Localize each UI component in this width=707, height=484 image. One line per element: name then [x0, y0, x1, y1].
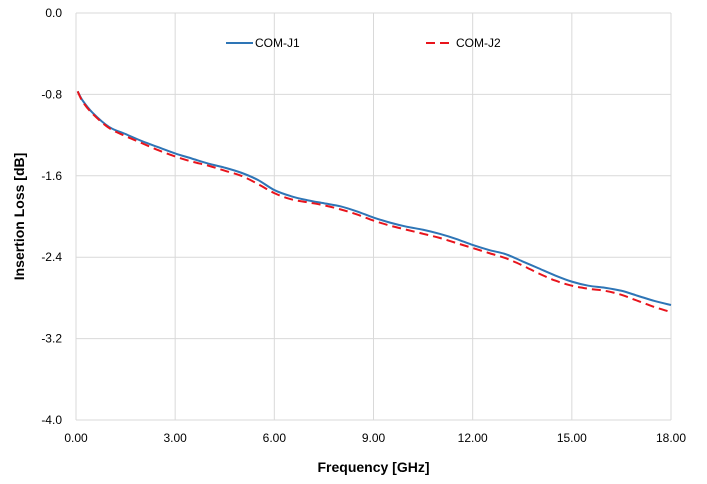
x-tick-label: 12.00: [458, 431, 488, 445]
y-tick-label: -3.2: [41, 332, 62, 346]
x-tick-label: 9.00: [362, 431, 386, 445]
x-tick-label: 18.00: [656, 431, 686, 445]
y-axis-ticks: 0.0 -0.8 -1.6 -2.4 -3.2 -4.0: [41, 6, 62, 427]
series-line-com-j1: [76, 90, 672, 306]
series-group: [76, 90, 672, 314]
legend-label-com-j1: COM-J1: [255, 36, 300, 50]
y-tick-label: -0.8: [41, 87, 62, 101]
y-tick-label: 0.0: [45, 6, 62, 20]
y-tick-label: -1.6: [41, 169, 62, 183]
grid: [75, 12, 672, 421]
x-axis-ticks: 0.00 3.00 6.00 9.00 12.00 15.00 18.00: [64, 431, 686, 445]
y-tick-label: -2.4: [41, 250, 62, 264]
series-line-com-j2: [76, 90, 672, 314]
legend-label-com-j2: COM-J2: [456, 36, 501, 50]
x-tick-label: 15.00: [557, 431, 587, 445]
x-tick-label: 3.00: [163, 431, 187, 445]
y-axis-label: Insertion Loss [dB]: [11, 153, 27, 281]
legend: COM-J1 COM-J2: [226, 36, 501, 50]
y-tick-label: -4.0: [41, 413, 62, 427]
x-tick-label: 0.00: [64, 431, 88, 445]
x-tick-label: 6.00: [263, 431, 287, 445]
x-axis-label: Frequency [GHz]: [317, 459, 429, 475]
